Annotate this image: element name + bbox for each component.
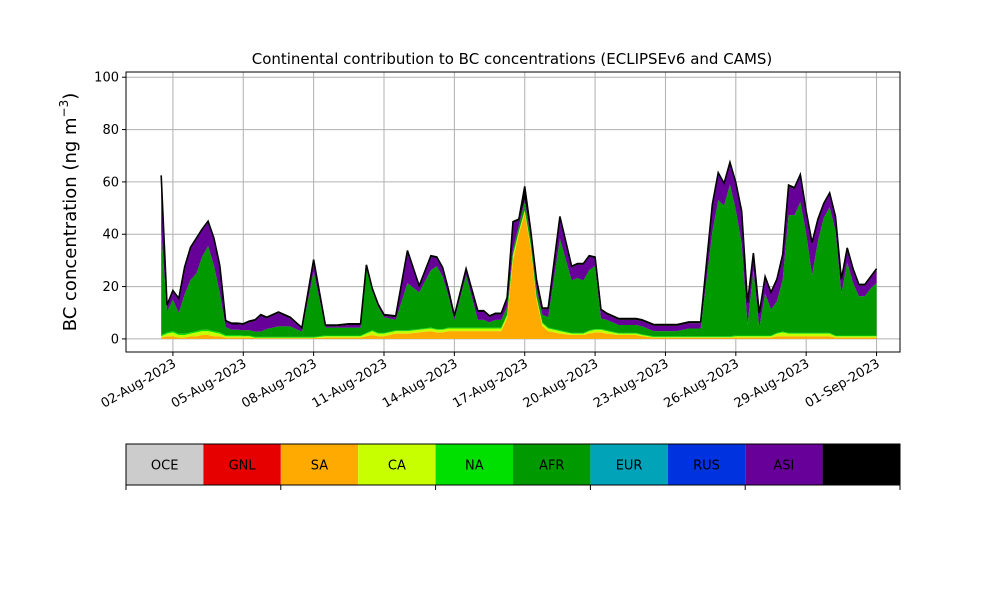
stacked-areas (160, 159, 878, 339)
legend-label-rus: RUS (693, 459, 720, 474)
x-tick-label: 20-Aug-2023 (521, 356, 601, 411)
legend-swatch-afr (513, 444, 591, 485)
y-tick-label: 80 (102, 123, 119, 138)
legend-swatch-oce (126, 444, 204, 485)
legend-swatch-gnl (203, 444, 281, 485)
legend-label-sa: SA (311, 459, 328, 474)
y-tick-label: 0 (111, 332, 119, 347)
y-tick-label: 40 (102, 228, 119, 243)
y-tick-label: 20 (102, 280, 119, 295)
x-tick-label: 08-Aug-2023 (239, 356, 319, 411)
legend-label-aus: AUS (848, 459, 875, 474)
chart-title: Continental contribution to BC concentra… (252, 50, 773, 68)
legend-swatch-eur (590, 444, 668, 485)
plot-frame (125, 71, 901, 353)
x-tick-label: 02-Aug-2023 (99, 356, 179, 411)
legend-swatch-ca (358, 444, 436, 485)
x-tick-label: 17-Aug-2023 (450, 356, 530, 411)
y-axis-ticks: 0 20 40 60 80 100 (94, 71, 126, 347)
x-tick-label: 23-Aug-2023 (591, 356, 671, 411)
area-sa (161, 213, 877, 339)
legend-colorbar: OCE GNL SA CA NA AFR EUR RUS ASI AUS (125, 443, 901, 490)
x-tick-label: 14-Aug-2023 (380, 356, 460, 411)
x-tick-label: 29-Aug-2023 (732, 356, 812, 411)
legend-swatch-asi (745, 444, 823, 485)
x-tick-label: 11-Aug-2023 (310, 356, 390, 411)
legend-swatch-aus (822, 444, 900, 485)
legend-swatch-rus (667, 444, 746, 485)
legend-swatch-na (435, 444, 513, 485)
y-tick-label: 60 (102, 175, 119, 190)
y-axis-label-close: ) (60, 93, 81, 100)
legend-frame (125, 443, 901, 486)
axes (125, 71, 901, 353)
legend-label-na: NA (465, 459, 484, 474)
y-axis-label: BC concentration (ng m−3) (57, 93, 81, 332)
legend-label-afr: AFR (539, 459, 564, 474)
y-axis-label-exponent: −3 (57, 100, 71, 118)
x-tick-label: 05-Aug-2023 (169, 356, 249, 411)
y-axis-label-main: BC concentration (ng m (60, 117, 81, 331)
y-tick-label: 100 (94, 71, 119, 86)
x-tick-label: 01-Sep-2023 (803, 356, 883, 411)
legend-label-oce: OCE (151, 459, 179, 474)
total-outline (160, 159, 878, 330)
x-axis-ticks: 02-Aug-202305-Aug-202308-Aug-202311-Aug-… (99, 352, 883, 412)
legend-label-ca: CA (388, 459, 406, 474)
area-afr (161, 184, 877, 337)
legend-label-gnl: GNL (229, 459, 257, 474)
x-tick-label: 26-Aug-2023 (661, 356, 741, 411)
legend-label-asi: ASI (773, 459, 794, 474)
legend-swatch-sa (280, 444, 359, 485)
legend-label-eur: EUR (616, 459, 643, 474)
